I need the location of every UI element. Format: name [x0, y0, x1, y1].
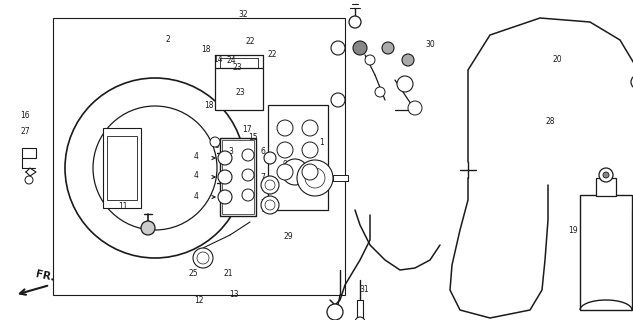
Text: 29: 29	[283, 232, 293, 241]
Circle shape	[365, 55, 375, 65]
Text: 23: 23	[235, 88, 246, 97]
Circle shape	[242, 189, 254, 201]
Text: 11: 11	[118, 202, 128, 211]
Circle shape	[93, 106, 217, 230]
Text: 32: 32	[239, 10, 249, 19]
Circle shape	[302, 120, 318, 136]
Circle shape	[277, 120, 293, 136]
Bar	[333, 175, 348, 181]
Circle shape	[242, 169, 254, 181]
Text: 7: 7	[260, 173, 265, 182]
Bar	[580, 195, 632, 310]
Circle shape	[305, 168, 325, 188]
Circle shape	[297, 160, 333, 196]
Text: 20: 20	[552, 55, 562, 64]
Circle shape	[261, 196, 279, 214]
Text: 26: 26	[261, 205, 271, 214]
Text: 22: 22	[267, 50, 277, 59]
Text: FR.: FR.	[34, 269, 56, 283]
Circle shape	[402, 54, 414, 66]
Text: 22: 22	[245, 37, 255, 46]
Text: 21: 21	[223, 269, 233, 278]
Text: 28: 28	[546, 117, 556, 126]
Text: 4: 4	[194, 192, 199, 201]
Circle shape	[25, 176, 33, 184]
Circle shape	[631, 75, 633, 89]
Circle shape	[261, 176, 279, 194]
Text: 14: 14	[213, 55, 223, 64]
Bar	[357, 300, 363, 318]
Text: 3: 3	[229, 148, 234, 156]
Circle shape	[210, 137, 220, 147]
Text: 2: 2	[165, 36, 170, 44]
Text: 24: 24	[226, 56, 236, 65]
Circle shape	[331, 41, 345, 55]
Bar	[53, 18, 345, 295]
Text: 23: 23	[232, 63, 242, 72]
Circle shape	[264, 152, 276, 164]
Circle shape	[265, 180, 275, 190]
Circle shape	[375, 87, 385, 97]
Circle shape	[141, 221, 155, 235]
Circle shape	[193, 248, 213, 268]
Circle shape	[408, 101, 422, 115]
Circle shape	[349, 16, 361, 28]
Text: 4: 4	[194, 152, 199, 161]
Circle shape	[265, 200, 275, 210]
Circle shape	[327, 304, 343, 320]
Circle shape	[302, 164, 318, 180]
Text: 4: 4	[194, 172, 199, 180]
Text: 27: 27	[20, 127, 30, 136]
Text: 12: 12	[194, 296, 204, 305]
Text: 7: 7	[260, 199, 265, 208]
Bar	[107, 136, 137, 200]
Circle shape	[218, 170, 232, 184]
Text: 31: 31	[359, 285, 369, 294]
Circle shape	[331, 93, 345, 107]
Text: 16: 16	[20, 111, 30, 120]
Circle shape	[603, 172, 609, 178]
Circle shape	[302, 142, 318, 158]
Text: 19: 19	[568, 226, 578, 235]
Bar	[103, 128, 141, 208]
Circle shape	[382, 42, 394, 54]
Text: 9: 9	[282, 160, 287, 169]
Text: 18: 18	[204, 101, 214, 110]
Circle shape	[218, 190, 232, 204]
Text: 15: 15	[248, 133, 258, 142]
Text: 1: 1	[319, 138, 324, 147]
Text: 30: 30	[425, 40, 436, 49]
Circle shape	[599, 168, 613, 182]
Circle shape	[353, 41, 367, 55]
Bar	[222, 140, 254, 214]
Circle shape	[277, 164, 293, 180]
Text: 10: 10	[305, 162, 315, 171]
Text: 5: 5	[215, 141, 220, 150]
Text: 18: 18	[201, 45, 211, 54]
Text: 17: 17	[242, 125, 252, 134]
Text: 13: 13	[229, 290, 239, 299]
Bar	[220, 138, 256, 216]
Circle shape	[397, 76, 413, 92]
Text: 25: 25	[188, 269, 198, 278]
Bar	[632, 210, 633, 290]
Circle shape	[282, 159, 308, 185]
Bar	[215, 68, 263, 110]
Circle shape	[65, 78, 245, 258]
Bar	[596, 178, 616, 196]
Text: 8: 8	[268, 188, 273, 196]
Circle shape	[197, 252, 209, 264]
Circle shape	[218, 151, 232, 165]
Bar	[22, 148, 36, 158]
Circle shape	[277, 142, 293, 158]
Circle shape	[355, 317, 365, 320]
Circle shape	[242, 149, 254, 161]
Text: 6: 6	[260, 148, 265, 156]
Bar	[268, 105, 328, 210]
